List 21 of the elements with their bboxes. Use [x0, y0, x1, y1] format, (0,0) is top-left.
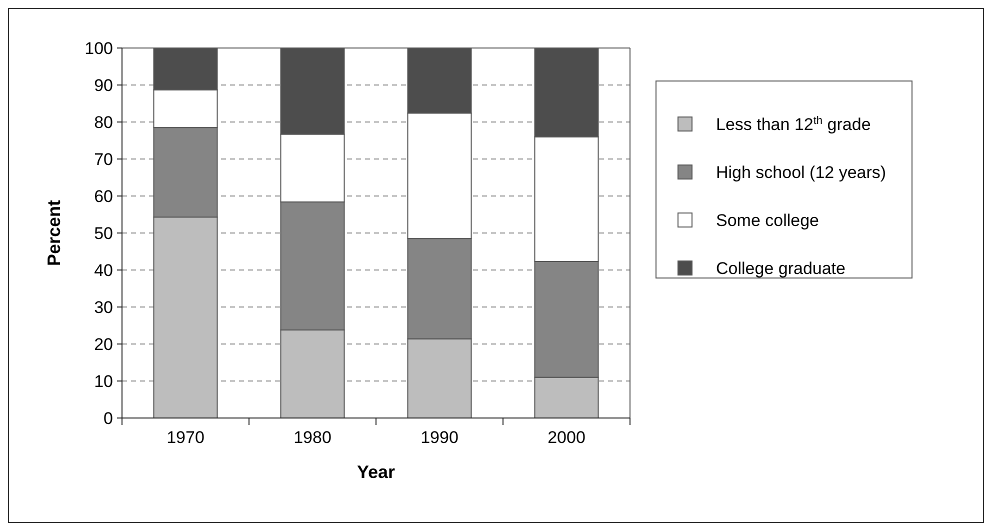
y-tick-label: 60: [94, 187, 113, 206]
y-tick-label: 40: [94, 261, 113, 280]
y-tick-label: 0: [104, 409, 113, 428]
legend-label: Some college: [716, 211, 820, 230]
x-tick-label: 1990: [420, 428, 458, 447]
y-tick-label: 90: [94, 76, 113, 95]
y-tick-label: 30: [94, 298, 113, 317]
legend-label: High school (12 years): [716, 163, 886, 182]
x-tick-label: 2000: [548, 428, 586, 447]
y-tick-label: 100: [84, 39, 113, 58]
x-tick-label: 1980: [294, 428, 332, 447]
y-tick-label: 20: [94, 335, 113, 354]
legend-label: College graduate: [716, 259, 846, 278]
y-tick-label: 70: [94, 150, 113, 169]
y-axis-title: Percent: [44, 200, 64, 266]
legend-label: Less than 12$^{th}$ grade: [716, 115, 871, 134]
x-tick-label: 1970: [166, 428, 204, 447]
x-axis-title: Year: [356, 462, 396, 482]
y-tick-label: 80: [94, 113, 113, 132]
y-tick-label: 10: [94, 372, 113, 391]
y-tick-label: 50: [94, 224, 113, 243]
